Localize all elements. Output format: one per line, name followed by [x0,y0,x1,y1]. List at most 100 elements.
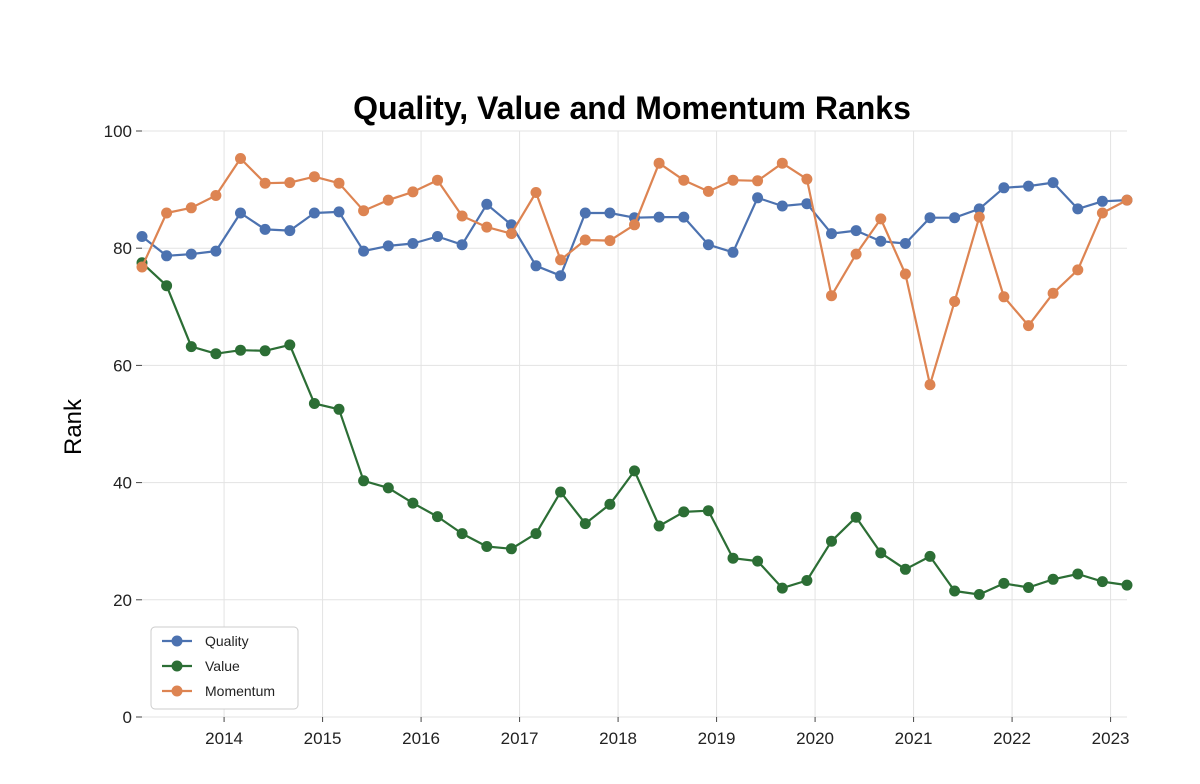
quality-point [1047,177,1059,189]
value-point [899,563,911,575]
quality-point [210,245,222,257]
momentum-point [1096,207,1108,219]
quality-point [284,225,296,237]
y-tick-label: 40 [113,474,132,493]
legend: Quality Value Momentum [150,626,299,710]
value-point [1023,582,1034,593]
value-point [604,498,616,510]
value-point [1096,576,1108,588]
value-point [407,497,419,509]
x-tick-label: 2020 [796,729,834,748]
value-point [456,528,468,540]
value-point [727,552,739,564]
legend-value-marker [171,660,183,672]
momentum-point [727,174,739,186]
value-point [875,547,887,559]
quality-point [358,245,370,257]
momentum-point [776,157,788,169]
quality-point [161,250,173,262]
value-point [629,465,640,477]
y-tick-label: 0 [123,708,132,727]
momentum-point [432,174,443,186]
x-tick-label: 2017 [501,729,539,748]
quality-point [998,182,1010,194]
quality-point [530,260,542,272]
legend-value-label: Value [205,658,240,674]
quality-point [702,239,714,251]
x-tick-label: 2021 [895,729,933,748]
legend-quality-marker [171,635,183,647]
quality-point [801,198,813,210]
value-point [702,505,714,517]
quality-point [407,238,419,249]
momentum-point [998,291,1010,303]
value-point [308,398,320,409]
value-point [653,520,665,532]
value-point [1121,579,1133,591]
momentum-point [308,171,320,183]
value-point [678,506,690,518]
momentum-point [185,202,197,214]
value-point [949,585,961,597]
quality-point [604,207,616,219]
momentum-point [555,254,567,266]
value-point [973,589,985,600]
quality-point [579,207,591,219]
value-point [210,348,222,360]
quality-point [1023,180,1034,192]
x-tick-label: 2023 [1092,729,1130,748]
quality-point [555,270,567,282]
value-point [1047,573,1059,585]
momentum-point [530,187,542,198]
momentum-point [653,157,665,169]
quality-point [333,206,345,218]
value-series [136,257,1133,600]
series-layer [136,153,1133,600]
momentum-point [284,177,296,189]
value-point [358,475,370,487]
value-point [1072,568,1084,580]
momentum-point [210,190,222,201]
quality-point [752,192,764,204]
chart-title: Quality, Value and Momentum Ranks [353,90,911,126]
momentum-point [801,173,813,185]
quality-point [678,211,690,223]
quality-point [727,246,739,258]
momentum-point [481,221,493,233]
quality-point [432,231,443,242]
legend-box [150,626,299,710]
momentum-point [136,261,148,273]
quality-point [382,240,394,252]
quality-point [136,231,148,242]
quality-point [235,207,246,219]
momentum-point [973,211,985,223]
x-tick-label: 2022 [993,729,1031,748]
value-point [752,555,764,567]
quality-point [259,223,271,235]
value-point [505,543,517,555]
value-point [776,582,788,594]
momentum-point [161,207,173,219]
value-point [185,341,197,353]
value-point [284,339,296,351]
value-point [235,344,246,356]
value-point [530,528,542,540]
quality-point [924,212,936,224]
grid [142,130,1127,718]
momentum-point [850,248,862,260]
value-point [481,541,493,552]
momentum-point [579,234,591,246]
momentum-point [678,174,690,186]
quality-point [850,225,862,237]
momentum-point [1121,194,1133,206]
quality-point [1096,195,1108,207]
value-point [555,486,567,498]
quality-point [899,238,911,249]
value-point [432,511,443,523]
quality-point [456,239,468,251]
axes: 2014 2015 2016 2017 2018 2019 2020 2021 2022 2023… [104,122,1130,748]
y-axis-label: Rank [60,398,87,455]
momentum-point [629,219,640,231]
y-tick-label: 60 [113,356,132,375]
